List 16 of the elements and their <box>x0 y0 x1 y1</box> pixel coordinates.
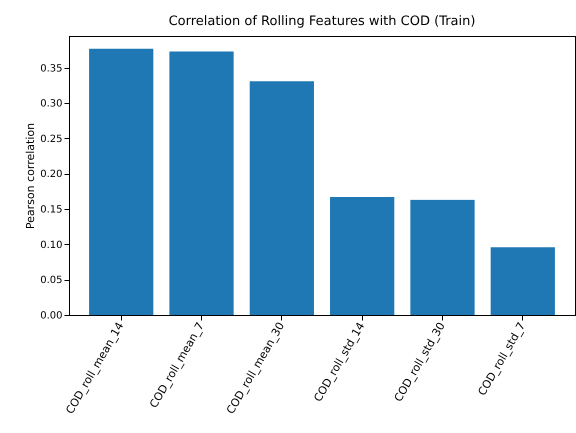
y-tick-label: 0.30 <box>40 98 62 110</box>
y-tick-label: 0.15 <box>40 204 62 216</box>
bar <box>89 48 154 315</box>
y-tick-label: 0.35 <box>40 63 62 74</box>
y-axis-title: Pearson correlation <box>24 122 38 230</box>
y-tick-label: 0.05 <box>40 275 62 286</box>
chart-title: Correlation of Rolling Features with COD (Train) <box>168 14 476 29</box>
y-tick-label: 0.25 <box>40 134 62 145</box>
bar <box>490 247 555 315</box>
bar <box>410 200 475 315</box>
bar <box>330 197 394 315</box>
y-tick-label: 0.10 <box>40 240 62 251</box>
y-tick-label: 0.20 <box>40 169 62 180</box>
y-tick-label: 0.00 <box>40 310 62 322</box>
bar <box>169 52 234 315</box>
bar <box>250 81 314 315</box>
